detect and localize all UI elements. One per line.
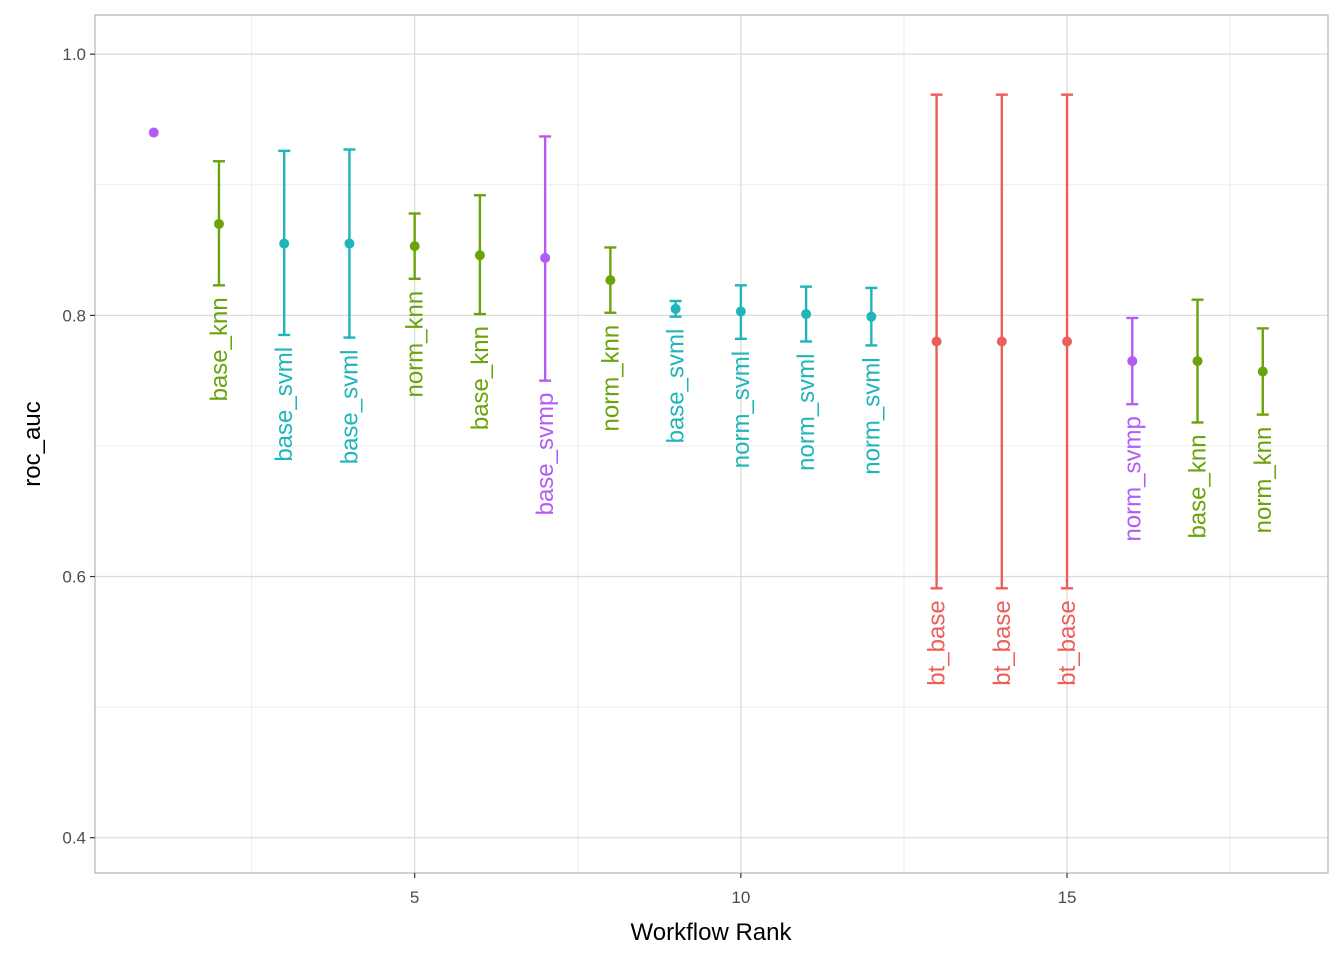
- point-label: base_svml: [663, 329, 690, 444]
- point-label: norm_svmp: [1119, 416, 1146, 541]
- x-tick-label: 5: [410, 888, 419, 907]
- data-point: [148, 127, 159, 138]
- data-point: [1062, 336, 1073, 347]
- y-tick-label: 1.0: [62, 45, 86, 64]
- data-point: [213, 218, 224, 229]
- data-point: [474, 250, 485, 261]
- point-labels: base_knn base_svml base_svml norm_knn base_k…: [206, 291, 1277, 686]
- y-axis-ticks: 0.4 0.6 0.8 1.0: [62, 45, 95, 848]
- y-tick-label: 0.4: [62, 829, 86, 848]
- x-tick-label: 15: [1058, 888, 1077, 907]
- point-label: bt_base: [924, 600, 951, 685]
- x-axis-title: Workflow Rank: [631, 919, 793, 946]
- y-axis-title: roc_auc: [19, 401, 46, 486]
- data-point: [540, 252, 551, 263]
- point-label: bt_base: [1054, 600, 1081, 685]
- point-label: bt_base: [989, 600, 1016, 685]
- point-label: norm_knn: [597, 325, 624, 432]
- data-point: [801, 309, 812, 320]
- data-point: [931, 336, 942, 347]
- y-tick-label: 0.8: [62, 306, 86, 325]
- data-point: [1257, 366, 1268, 377]
- data-point: [866, 311, 877, 322]
- data-point: [670, 303, 681, 314]
- data-point: [996, 336, 1007, 347]
- panel-border: [94, 14, 1329, 874]
- point-label: norm_knn: [402, 291, 429, 398]
- data-point: [344, 238, 355, 249]
- data-point: [1127, 356, 1138, 367]
- point-label: norm_svml: [793, 353, 820, 470]
- data-point: [735, 306, 746, 317]
- point-label: base_svmp: [532, 393, 559, 516]
- data-point: [409, 241, 420, 252]
- point-label: base_knn: [467, 326, 494, 430]
- x-axis-ticks: 5 10 15: [410, 873, 1077, 907]
- minor-gridlines: [95, 15, 1328, 873]
- y-tick-label: 0.6: [62, 568, 86, 587]
- point-label: base_svml: [271, 347, 298, 462]
- point-label: base_knn: [206, 297, 233, 401]
- point-label: norm_knn: [1250, 427, 1277, 534]
- x-tick-label: 10: [731, 888, 750, 907]
- data-points: [148, 127, 1268, 377]
- point-label: base_knn: [1185, 434, 1212, 538]
- point-label: base_svml: [336, 350, 363, 465]
- point-label: norm_svml: [728, 351, 755, 468]
- data-point: [279, 238, 290, 249]
- data-point: [1192, 356, 1203, 367]
- data-point: [605, 275, 616, 286]
- point-label: norm_svml: [858, 357, 885, 474]
